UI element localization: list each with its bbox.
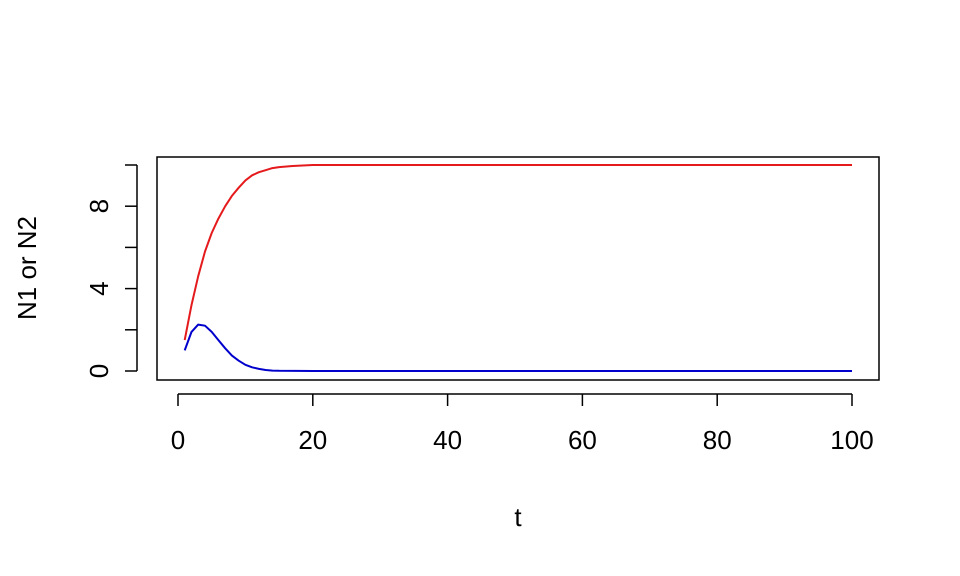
x-tick-label: 0 bbox=[171, 425, 185, 455]
x-tick-label: 100 bbox=[830, 425, 873, 455]
series-line-n2 bbox=[183, 323, 852, 372]
plot-frame bbox=[156, 156, 880, 381]
y-tick-label: 4 bbox=[84, 281, 114, 295]
y-tick-label: 0 bbox=[84, 364, 114, 378]
series-line-n1 bbox=[183, 164, 852, 341]
x-tick-label: 20 bbox=[298, 425, 327, 455]
x-tick-label: 40 bbox=[433, 425, 462, 455]
x-axis: 0 20 40 60 80 100 bbox=[171, 393, 874, 455]
series-layer bbox=[183, 164, 852, 372]
y-tick-label: 8 bbox=[84, 199, 114, 213]
y-axis: 0 4 8 bbox=[84, 164, 138, 378]
x-tick-label: 60 bbox=[568, 425, 597, 455]
x-tick-label: 80 bbox=[703, 425, 732, 455]
x-axis-title: t bbox=[514, 502, 522, 532]
y-axis-title: N1 or N2 bbox=[12, 216, 42, 320]
